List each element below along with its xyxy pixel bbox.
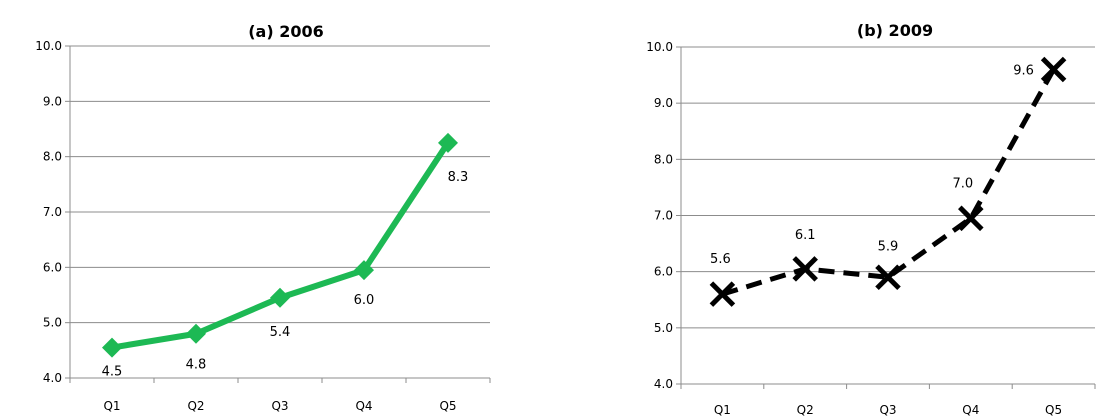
marker-stroke <box>792 256 818 282</box>
y-tick-label: 6.0 <box>654 265 673 279</box>
data-label: 4.5 <box>102 365 123 380</box>
data-label: 5.4 <box>270 325 291 340</box>
data-label: 7.0 <box>952 176 973 191</box>
data-point <box>709 281 736 307</box>
y-tick-label: 5.0 <box>43 316 62 330</box>
y-tick-label: 10.0 <box>646 40 673 54</box>
y-tick-label: 7.0 <box>43 205 62 219</box>
y-tick-label: 5.0 <box>654 321 673 335</box>
x-tick-label: Q1 <box>103 399 120 413</box>
x-tick-label: Q2 <box>797 403 814 417</box>
marker-stroke <box>875 264 901 291</box>
chart-title: (a) 2006 <box>248 22 324 41</box>
y-tick-label: 4.0 <box>654 377 673 391</box>
data-point <box>1040 56 1067 83</box>
y-tick-label: 9.0 <box>654 96 673 110</box>
marker-stroke <box>958 205 984 232</box>
data-label: 8.3 <box>448 170 469 185</box>
data-point <box>186 323 206 344</box>
data-point <box>958 205 984 232</box>
chart-2009: (b) 2009 4.0 5.0 6.0 7.0 8.0 9.0 10.0 Q1 Q2 Q3 Q4 Q5… <box>646 21 1096 417</box>
y-tick-label: 9.0 <box>43 94 62 108</box>
y-tick-label: 8.0 <box>43 150 62 164</box>
data-point <box>792 256 818 282</box>
x-tick-label: Q5 <box>439 399 456 413</box>
x-tick-label: Q3 <box>879 403 896 417</box>
data-point <box>270 287 290 308</box>
data-label: 4.8 <box>186 358 207 373</box>
data-label: 5.9 <box>878 239 899 254</box>
marker-stroke <box>709 281 736 307</box>
data-point <box>438 132 458 153</box>
y-tick-label: 7.0 <box>654 209 673 223</box>
y-tick-label: 6.0 <box>43 260 62 274</box>
y-tick-label: 4.0 <box>43 371 62 385</box>
marker-stroke <box>1040 56 1067 83</box>
chart-title: (b) 2009 <box>857 21 933 40</box>
y-tick-label: 8.0 <box>654 152 673 166</box>
y-tick-label: 10.0 <box>35 39 62 53</box>
data-point <box>354 260 374 281</box>
x-tick-label: Q3 <box>271 399 288 413</box>
x-tick-label: Q4 <box>355 399 372 413</box>
series-line <box>109 139 451 351</box>
data-point <box>875 264 901 291</box>
x-tick-label: Q2 <box>187 399 204 413</box>
x-tick-label: Q5 <box>1045 403 1062 417</box>
data-label: 6.1 <box>795 228 816 243</box>
x-tick-label: Q4 <box>962 403 979 417</box>
data-label: 9.6 <box>1013 63 1034 78</box>
chart-2006: (a) 2006 4.0 5.0 6.0 7.0 8.0 9.0 10.0 Q1 Q2 Q3 Q4 Q5… <box>35 22 491 413</box>
data-label: 6.0 <box>354 293 375 308</box>
x-tick-label: Q1 <box>714 403 731 417</box>
data-label: 5.6 <box>710 252 731 267</box>
data-point <box>102 337 122 358</box>
series-line <box>721 68 1056 297</box>
